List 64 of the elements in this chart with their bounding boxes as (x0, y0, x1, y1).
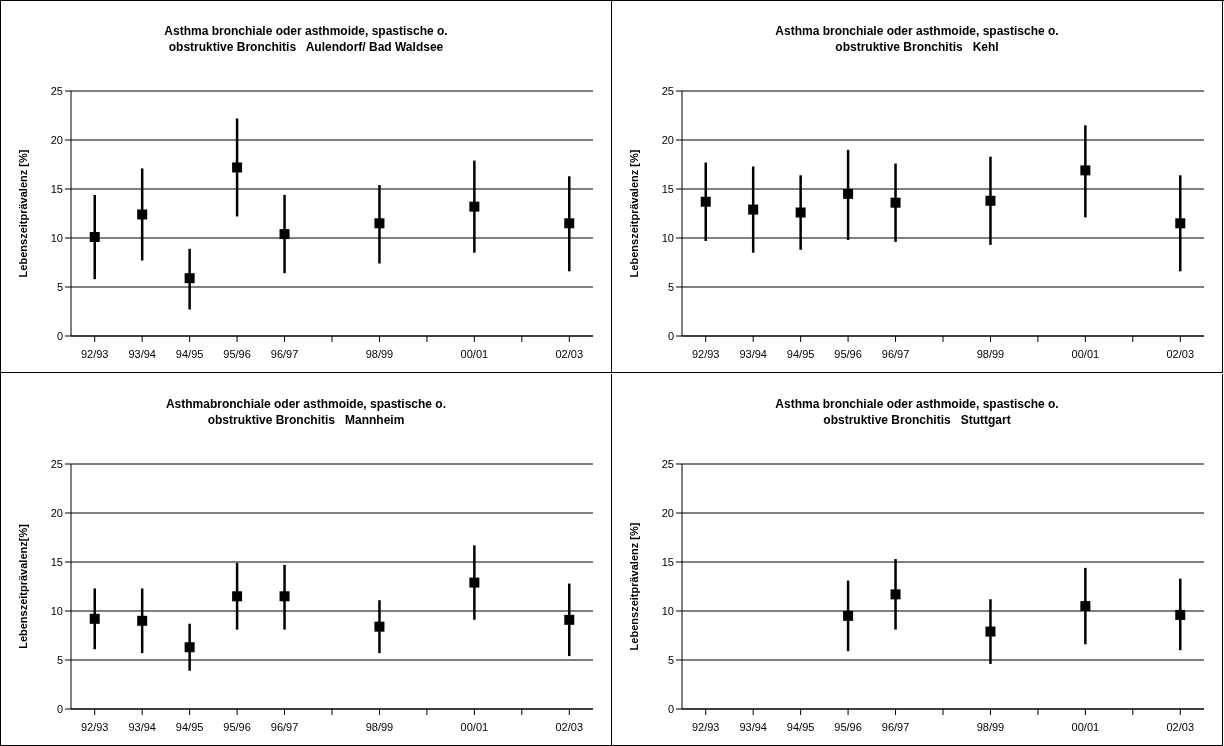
y-tick-label: 5 (667, 653, 674, 666)
y-tick-label: 5 (667, 280, 674, 293)
x-tick-label: 02/03 (555, 720, 584, 733)
y-axis-title: Lebenszeitprävalenz[%] (16, 523, 29, 649)
x-tick-label: 98/99 (365, 720, 394, 733)
x-tick-label: 95/96 (223, 347, 251, 360)
y-tick-label: 10 (661, 604, 674, 617)
y-tick-label: 0 (667, 702, 674, 715)
chart-title: Asthma bronchiale oder asthmoide, spastische o. obstruktive Bronchitis Aulendorf/ Bad Waldsee (163, 23, 449, 55)
x-tick-label: 98/99 (976, 720, 1005, 733)
x-tick-label: 95/96 (834, 347, 862, 360)
x-tick-label: 93/94 (128, 347, 156, 360)
x-tick-label: 00/01 (1071, 720, 1100, 733)
x-tick-label: 96/97 (881, 347, 910, 360)
x-tick-label: 00/01 (1071, 347, 1100, 360)
y-tick-label: 0 (667, 329, 674, 342)
y-tick-label: 10 (661, 231, 674, 244)
x-tick-label: 98/99 (365, 347, 394, 360)
y-tick-label: 20 (661, 506, 674, 519)
chart-title: Asthmabronchiale oder asthmoide, spastische o. obstruktive Bronchitis Mannheim (164, 395, 448, 428)
x-tick-label: 92/93 (691, 720, 720, 733)
y-tick-label: 25 (50, 84, 63, 97)
y-tick-label: 5 (56, 653, 63, 666)
y-tick-label: 20 (50, 506, 63, 519)
y-tick-label: 0 (56, 702, 63, 715)
x-tick-label: 96/97 (270, 720, 299, 733)
x-tick-label: 92/93 (80, 347, 109, 360)
y-tick-label: 0 (56, 329, 63, 342)
y-axis-title: Lebenszeitprävalenz [%] (16, 149, 29, 278)
y-tick-label: 20 (50, 133, 63, 146)
y-tick-label: 15 (661, 555, 674, 568)
x-tick-label: 92/93 (80, 720, 109, 733)
chart-title: Asthma bronchiale oder asthmoide, spastische o. obstruktive Bronchitis Kehl (774, 23, 1060, 55)
y-axis-title: Lebenszeitprävalenz [%] (627, 521, 640, 650)
x-tick-label: 93/94 (739, 720, 767, 733)
x-tick-label: 02/03 (555, 347, 584, 360)
x-tick-label: 94/95 (786, 720, 815, 733)
x-tick-label: 93/94 (739, 347, 767, 360)
x-tick-label: 93/94 (128, 720, 156, 733)
x-tick-label: 96/97 (881, 720, 910, 733)
x-tick-label: 02/03 (1166, 347, 1195, 360)
x-tick-label: 92/93 (691, 347, 720, 360)
x-tick-label: 00/01 (460, 347, 489, 360)
x-tick-label: 98/99 (976, 347, 1005, 360)
y-tick-label: 10 (50, 231, 63, 244)
chart-title: Asthma bronchiale oder asthmoide, spastische o. obstruktive Bronchitis Stuttgart (774, 395, 1060, 428)
x-tick-label: 95/96 (834, 720, 862, 733)
y-tick-label: 15 (50, 182, 63, 195)
x-tick-label: 95/96 (223, 720, 251, 733)
y-axis-title: Lebenszeitprävalenz [%] (627, 149, 640, 278)
y-tick-label: 5 (56, 280, 63, 293)
x-tick-label: 94/95 (175, 720, 204, 733)
y-tick-label: 20 (661, 133, 674, 146)
y-tick-label: 25 (661, 84, 674, 97)
y-tick-label: 10 (50, 604, 63, 617)
x-tick-label: 96/97 (270, 347, 299, 360)
x-tick-label: 02/03 (1166, 720, 1195, 733)
x-tick-label: 94/95 (175, 347, 204, 360)
y-tick-label: 25 (50, 457, 63, 470)
y-tick-label: 25 (661, 457, 674, 470)
y-tick-label: 15 (50, 555, 63, 568)
x-tick-label: 00/01 (460, 720, 489, 733)
x-tick-label: 94/95 (786, 347, 815, 360)
y-tick-label: 15 (661, 182, 674, 195)
